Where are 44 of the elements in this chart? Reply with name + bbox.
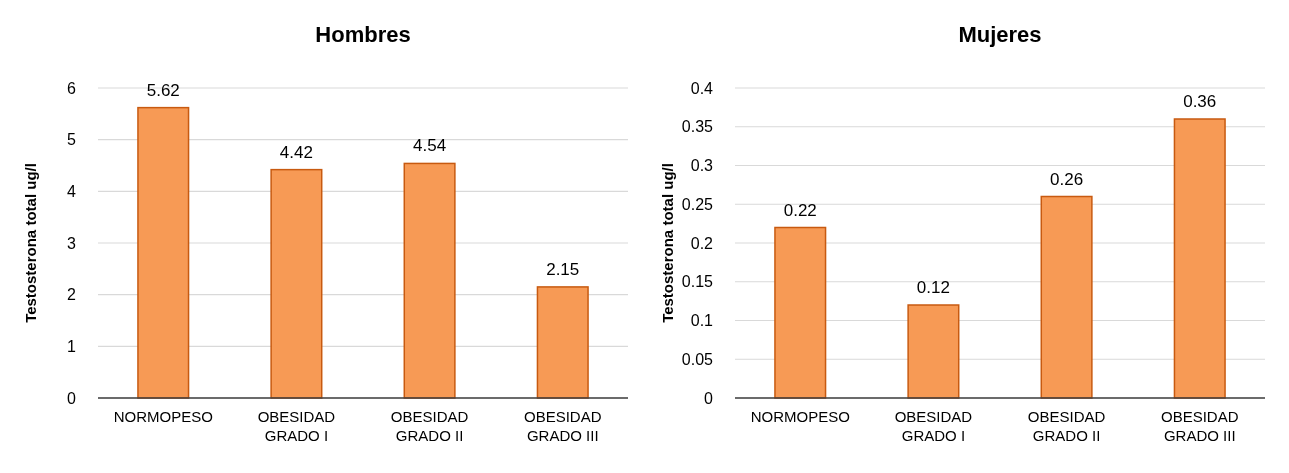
bar [1173, 118, 1226, 399]
x-tick-label: OBESIDAD GRADO II [1027, 408, 1105, 444]
x-tick-label: OBESIDAD GRADO I [257, 408, 336, 444]
y-tick-label: 0.05 [681, 350, 713, 368]
y-tick-label: 0.3 [690, 157, 713, 175]
x-tick-label: NORMOPESO [113, 408, 213, 425]
y-axis-title: Testosterona total ug/l [22, 163, 39, 323]
chart-title: Mujeres [957, 22, 1042, 47]
bar [536, 286, 589, 399]
bar [1040, 195, 1093, 399]
y-tick-label: 0.2 [690, 234, 713, 252]
data-label: 4.54 [413, 136, 447, 156]
y-tick-label: 3 [67, 234, 77, 252]
x-tick-label: OBESIDAD GRADO II [390, 408, 469, 444]
y-tick-label: 2 [67, 286, 77, 304]
bar [403, 162, 456, 399]
y-tick-label: 0.15 [681, 273, 713, 291]
y-tick-label: 5 [67, 131, 77, 149]
data-label: 5.62 [146, 80, 180, 100]
data-label: 0.36 [1182, 92, 1216, 111]
x-tick-label: OBESIDAD GRADO III [523, 408, 602, 444]
x-tick-label: OBESIDAD GRADO III [1160, 408, 1239, 444]
y-tick-label: 0 [703, 389, 713, 407]
y-tick-label: 6 [67, 79, 77, 97]
y-tick-label: 0.35 [681, 118, 713, 136]
y-tick-label: 0.25 [681, 195, 713, 213]
x-tick-label: NORMOPESO [750, 408, 850, 425]
data-label: 0.26 [1049, 169, 1083, 189]
bar [906, 304, 959, 399]
y-tick-label: 1 [67, 337, 77, 355]
y-tick-label: 4 [67, 182, 77, 200]
data-label: 0.12 [916, 278, 950, 297]
bar [270, 168, 323, 399]
chart-title: Hombres [315, 22, 411, 47]
y-tick-label: 0 [67, 389, 77, 407]
y-axis-title: Testosterona total ug/l [658, 163, 676, 323]
y-tick-label: 0.4 [690, 79, 713, 97]
y-tick-label: 0.1 [690, 312, 713, 330]
bar [137, 106, 190, 399]
data-label: 2.15 [546, 259, 580, 279]
data-label: 0.22 [783, 200, 817, 220]
bar [773, 226, 826, 399]
x-tick-label: OBESIDAD GRADO I [894, 408, 972, 444]
data-label: 4.42 [279, 142, 313, 162]
